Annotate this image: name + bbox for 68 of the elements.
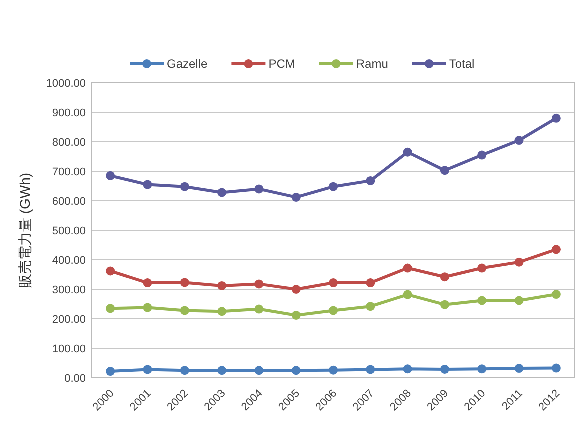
- point: [106, 266, 116, 276]
- point: [403, 264, 412, 273]
- point: [403, 364, 412, 374]
- point: [440, 300, 450, 310]
- point: [552, 114, 561, 123]
- point: [143, 303, 152, 312]
- y-tick-label: 700.00: [52, 166, 86, 178]
- point: [143, 180, 152, 190]
- point: [106, 304, 116, 314]
- y-tick-label: 600.00: [52, 196, 86, 208]
- y-tick-label: 100.00: [52, 344, 86, 356]
- point: [254, 304, 264, 314]
- point: [254, 280, 264, 289]
- point: [143, 365, 152, 374]
- point: [254, 184, 264, 194]
- y-tick-label: 200.00: [52, 314, 86, 326]
- legend-label: Gazelle: [167, 57, 208, 71]
- y-tick-label: 800.00: [52, 137, 86, 149]
- point: [292, 366, 301, 376]
- y-tick-label: 400.00: [52, 255, 86, 267]
- point: [478, 264, 487, 273]
- point: [366, 302, 376, 312]
- y-tick-label: 900.00: [52, 108, 86, 120]
- y-axis-title: 販売電力量 (GWh): [17, 172, 33, 288]
- point: [329, 182, 338, 192]
- point: [218, 366, 227, 376]
- point: [106, 171, 116, 180]
- point: [478, 296, 487, 306]
- point: [218, 188, 227, 198]
- point: [440, 166, 450, 176]
- point: [552, 245, 561, 254]
- legend-label: PCM: [268, 57, 296, 71]
- point: [143, 278, 152, 288]
- point: [180, 366, 190, 376]
- y-tick-label: 500.00: [52, 226, 86, 238]
- y-tick-label: 0.00: [64, 373, 86, 385]
- point: [552, 290, 561, 300]
- point: [292, 285, 301, 294]
- legend-label: Ramu: [356, 57, 388, 71]
- point: [514, 136, 524, 146]
- point: [514, 296, 524, 306]
- point: [514, 364, 524, 374]
- point: [440, 272, 450, 282]
- y-tick-label: 300.00: [52, 284, 86, 296]
- point: [218, 281, 227, 290]
- point: [552, 364, 561, 373]
- point: [478, 150, 487, 160]
- y-tick-label: 1000.00: [46, 78, 86, 90]
- point: [292, 310, 301, 320]
- point: [366, 365, 376, 374]
- point: [514, 258, 524, 267]
- point: [329, 366, 338, 375]
- point: [180, 278, 190, 288]
- point: [478, 364, 487, 374]
- point: [218, 307, 227, 316]
- point: [329, 278, 338, 288]
- point: [106, 367, 116, 376]
- point: [329, 306, 338, 316]
- point: [366, 278, 376, 288]
- point: [403, 290, 412, 300]
- point: [292, 192, 301, 202]
- point: [180, 182, 190, 192]
- point: [440, 364, 450, 374]
- point: [254, 366, 264, 376]
- point: [366, 176, 376, 186]
- point: [180, 306, 190, 316]
- point: [403, 148, 412, 157]
- legend-label: Total: [449, 57, 475, 71]
